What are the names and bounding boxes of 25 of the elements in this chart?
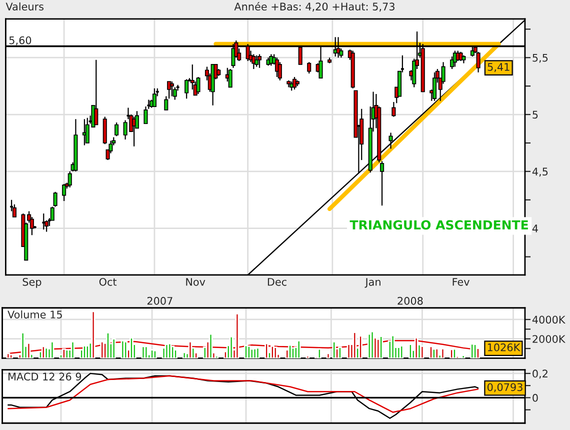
y-tick-label: 4,5 [532,168,548,177]
y-tick-label: 4 [532,224,538,232]
y-tick-label: 0 [532,394,538,402]
chart-title: Valeurs [6,2,44,10]
x-tick-label: Oct [99,278,117,286]
x-tick-label: Fev [452,278,470,286]
annotation: TRIANGULO ASCENDENTE [350,220,528,230]
chart-title: Volume 15 [8,310,62,318]
y-tick-label: 5,5 [532,54,548,63]
x-tick-label: Nov [186,278,206,286]
chart-title: MACD 12 26 9 [8,372,82,381]
y-tick-label: 5 [532,110,538,119]
chart-subtitle: Année +Bas: 4,20 +Haut: 5,73 [234,2,394,12]
annotation: 0,0793 [487,383,522,392]
text: 2008 [398,296,423,305]
annotation: 5,41 [488,63,510,72]
x-tick-label: Jan [364,278,380,288]
x-tick-label: Dec [268,278,286,286]
text: 2007 [147,296,172,305]
y-tick-label: 0,2 [532,370,548,379]
y-tick-label: 2000K [532,335,566,343]
annotation: 1026K [488,343,520,352]
x-tick-label: Sep [22,278,42,288]
y-tick-label: 4000K [532,316,566,324]
ref-line-label: 5,60 [9,36,32,46]
